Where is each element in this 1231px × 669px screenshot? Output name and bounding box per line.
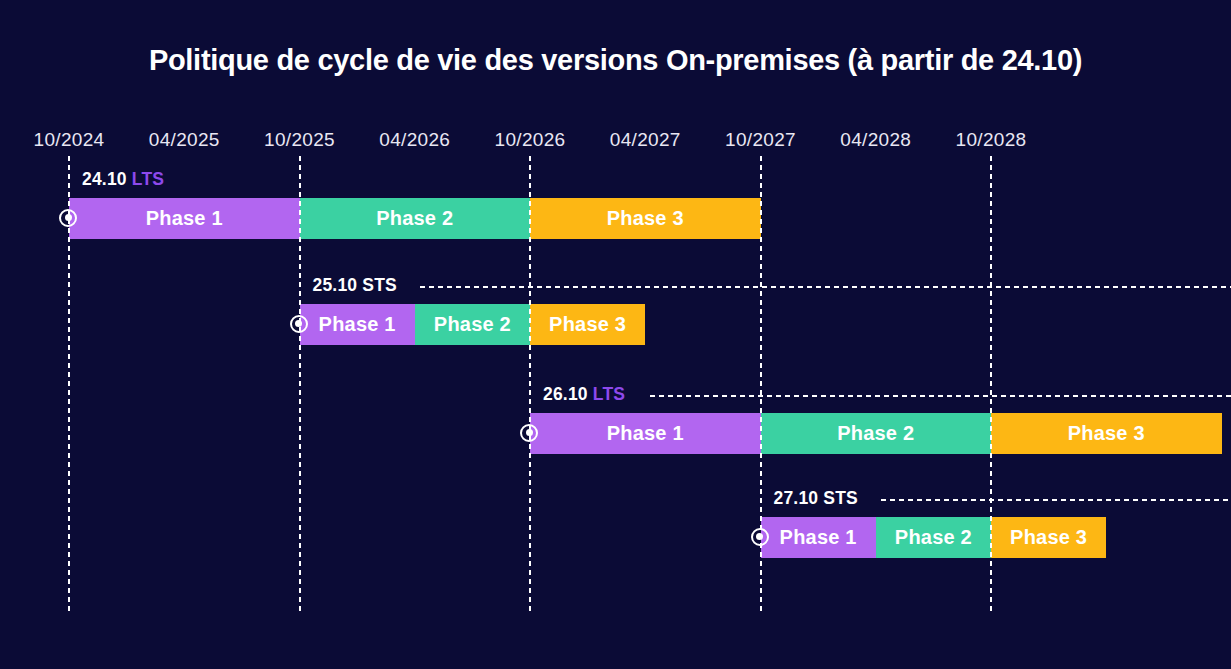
version-label: 25.10 STS <box>313 275 398 296</box>
vertical-gridline <box>299 156 301 612</box>
version-number: 27.10 <box>774 488 824 508</box>
phase-bar-label: Phase 2 <box>837 422 914 445</box>
phase-bar-label: Phase 1 <box>607 422 684 445</box>
channel-tag: STS <box>362 275 397 295</box>
axis-tick: 10/2024 <box>34 129 105 151</box>
axis-tick: 10/2025 <box>264 129 335 151</box>
vertical-gridline <box>529 156 531 612</box>
version-label: 24.10 LTS <box>82 169 164 190</box>
phase-bar: Phase 1 <box>69 198 300 239</box>
axis-tick: 04/2025 <box>149 129 220 151</box>
phase-bar: Phase 3 <box>530 198 761 239</box>
phase-bar: Phase 1 <box>530 413 761 454</box>
phase-bar-label: Phase 3 <box>1010 526 1087 549</box>
phase-bar-label: Phase 1 <box>146 207 223 230</box>
version-number: 26.10 <box>543 384 593 404</box>
phase-bar: Phase 3 <box>530 304 645 345</box>
phase-bar-label: Phase 1 <box>319 313 396 336</box>
phase-bar-label: Phase 3 <box>1068 422 1145 445</box>
version-number: 24.10 <box>82 169 132 189</box>
release-start-marker-icon <box>520 424 538 442</box>
marker-dot <box>526 429 533 436</box>
release-start-marker-icon <box>290 315 308 333</box>
phase-bar-label: Phase 3 <box>549 313 626 336</box>
axis-tick: 10/2028 <box>956 129 1027 151</box>
version-number: 25.10 <box>313 275 363 295</box>
vertical-gridline <box>990 156 992 612</box>
phase-bar-label: Phase 3 <box>607 207 684 230</box>
channel-tag: LTS <box>593 384 625 404</box>
phase-bar-label: Phase 2 <box>895 526 972 549</box>
phase-bar: Phase 2 <box>876 517 991 558</box>
axis-tick: 10/2026 <box>495 129 566 151</box>
phase-bar: Phase 1 <box>761 517 876 558</box>
version-label: 26.10 LTS <box>543 384 625 405</box>
marker-dot <box>295 320 302 327</box>
phase-bar-label: Phase 2 <box>434 313 511 336</box>
marker-dot <box>65 214 72 221</box>
phase-bar-label: Phase 1 <box>780 526 857 549</box>
axis-tick: 04/2027 <box>610 129 681 151</box>
phase-bar: Phase 2 <box>415 304 530 345</box>
release-dash-line <box>420 286 1231 288</box>
axis-tick: 10/2027 <box>725 129 796 151</box>
release-dash-line <box>881 499 1231 501</box>
phase-bar: Phase 2 <box>300 198 531 239</box>
channel-tag: STS <box>823 488 858 508</box>
channel-tag: LTS <box>132 169 164 189</box>
version-label: 27.10 STS <box>774 488 859 509</box>
axis-tick: 04/2028 <box>840 129 911 151</box>
phase-bar-label: Phase 2 <box>376 207 453 230</box>
lifecycle-gantt-chart: Politique de cycle de vie des versions O… <box>0 0 1231 669</box>
release-start-marker-icon <box>59 209 77 227</box>
chart-title: Politique de cycle de vie des versions O… <box>0 44 1231 77</box>
axis-tick: 04/2026 <box>379 129 450 151</box>
phase-bar: Phase 3 <box>991 517 1106 558</box>
release-dash-line <box>650 395 1231 397</box>
release-start-marker-icon <box>751 528 769 546</box>
marker-dot <box>756 533 763 540</box>
phase-bar: Phase 2 <box>761 413 992 454</box>
phase-bar: Phase 1 <box>300 304 415 345</box>
phase-bar: Phase 3 <box>991 413 1222 454</box>
